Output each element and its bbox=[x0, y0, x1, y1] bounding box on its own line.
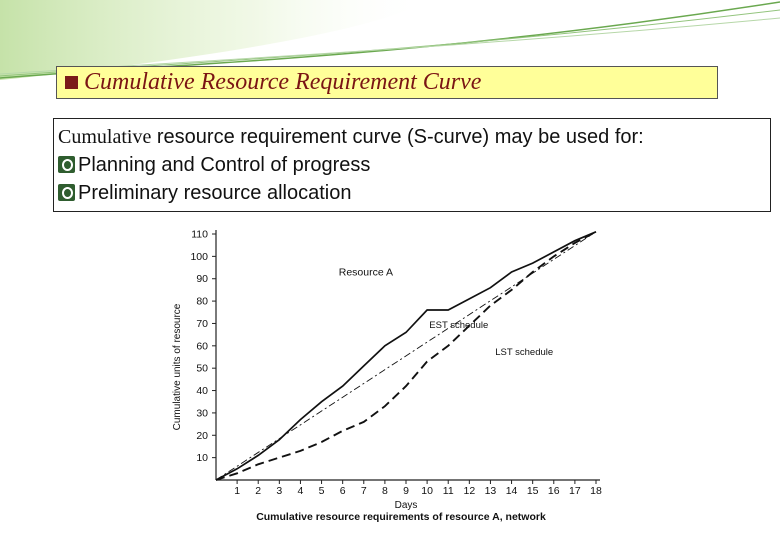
chart-caption: Cumulative resource requirements of reso… bbox=[256, 511, 546, 523]
chart-title: Resource A bbox=[339, 266, 393, 278]
y-tick-label: 40 bbox=[196, 385, 208, 397]
x-tick-label: 17 bbox=[569, 485, 581, 497]
y-tick-label: 110 bbox=[191, 229, 208, 241]
y-tick-label: 10 bbox=[196, 452, 208, 464]
bullet-text: Planning and Control of progress bbox=[78, 154, 371, 176]
bullet-text: Preliminary resource allocation bbox=[78, 182, 352, 204]
q-bullet-icon bbox=[58, 156, 75, 173]
x-tick-label: 11 bbox=[443, 485, 454, 497]
bullet-item: Planning and Control of progress bbox=[58, 151, 770, 179]
x-tick-label: 5 bbox=[319, 485, 325, 497]
x-tick-label: 13 bbox=[485, 485, 497, 497]
x-tick-label: 8 bbox=[382, 485, 388, 497]
x-tick-label: 12 bbox=[463, 485, 475, 497]
intro-line: Cumulative resource requirement curve (S… bbox=[58, 123, 770, 151]
series-annotation: LST schedule bbox=[495, 347, 553, 358]
y-axis-label: Cumulative units of resource bbox=[172, 303, 183, 430]
y-tick-label: 70 bbox=[196, 318, 208, 330]
intro-serif-word: Cumulative bbox=[58, 126, 152, 148]
y-tick-label: 30 bbox=[196, 407, 208, 419]
series-annotation: EST schedule bbox=[429, 320, 488, 331]
y-tick-label: 100 bbox=[190, 251, 208, 263]
x-tick-label: 14 bbox=[506, 485, 518, 497]
x-tick-label: 16 bbox=[548, 485, 560, 497]
slide-title: Cumulative Resource Requirement Curve bbox=[84, 69, 482, 95]
x-tick-label: 9 bbox=[403, 485, 409, 497]
x-tick-label: 18 bbox=[590, 485, 602, 497]
bullet-item: Preliminary resource allocation bbox=[58, 179, 770, 207]
y-tick-label: 50 bbox=[196, 363, 208, 375]
series-line-solid bbox=[215, 231, 597, 481]
x-tick-label: 3 bbox=[276, 485, 282, 497]
x-tick-label: 1 bbox=[234, 485, 240, 497]
y-tick-label: 60 bbox=[196, 340, 208, 352]
x-axis-label: Days bbox=[395, 500, 418, 511]
x-tick-label: 4 bbox=[298, 485, 304, 497]
x-tick-label: 10 bbox=[421, 485, 433, 497]
x-tick-label: 7 bbox=[361, 485, 367, 497]
content-text-box: Cumulative resource requirement curve (S… bbox=[53, 118, 771, 212]
series-line-dashed bbox=[215, 230, 597, 481]
y-tick-label: 80 bbox=[196, 296, 208, 308]
x-tick-label: 2 bbox=[255, 485, 261, 497]
q-bullet-icon bbox=[58, 184, 75, 201]
square-bullet-icon bbox=[65, 76, 78, 89]
slide-title-box: Cumulative Resource Requirement Curve bbox=[56, 66, 718, 99]
y-tick-label: 90 bbox=[196, 273, 208, 285]
x-tick-label: 15 bbox=[527, 485, 539, 497]
series-line-dashdot bbox=[215, 231, 597, 481]
x-tick-label: 6 bbox=[340, 485, 346, 497]
intro-text: resource requirement curve (S-curve) may… bbox=[151, 126, 644, 148]
y-tick-label: 20 bbox=[196, 430, 208, 442]
